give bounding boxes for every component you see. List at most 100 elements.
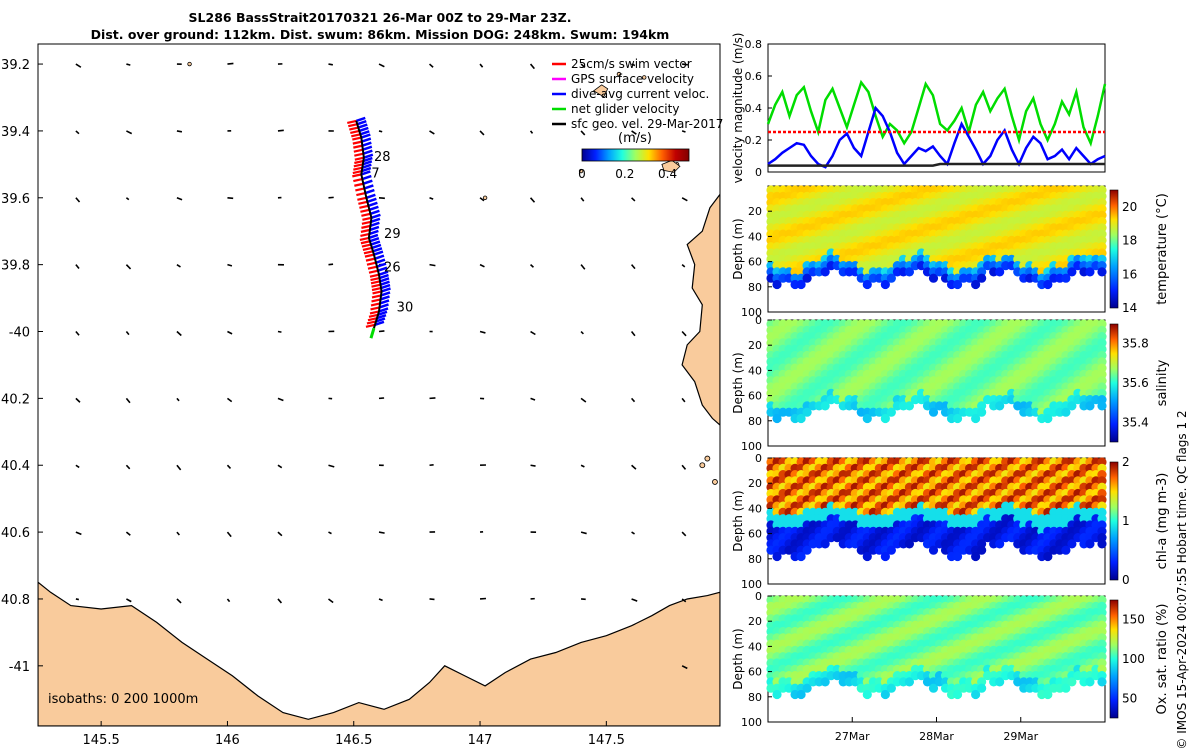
sfc-velocity-arrow xyxy=(75,397,81,403)
sfc-velocity-arrow xyxy=(277,598,283,604)
y-tick-label: 80 xyxy=(748,281,762,294)
sfc-velocity-arrow xyxy=(75,464,80,469)
heatmap-panel: 0 20 40 60 80 100 Depth (m) 50 100 150 Ox. sat. ra… xyxy=(731,590,1170,729)
heatmap-cell xyxy=(1097,216,1107,227)
sfc-velocity-arrow xyxy=(176,397,180,402)
sfc-velocity-arrow xyxy=(277,531,283,537)
heatmap-cell xyxy=(802,273,812,283)
heatmap-cell xyxy=(1097,595,1107,605)
heatmap-cell xyxy=(995,677,1005,687)
heatmap-cell xyxy=(1061,407,1071,417)
current-vector xyxy=(355,116,366,123)
heatmap-cell xyxy=(1085,677,1095,687)
heatmap-cell xyxy=(928,683,939,693)
depth-ylabel: Depth (m) xyxy=(731,352,745,413)
colorbar-label: chl-a (mg m-3) xyxy=(1155,473,1170,570)
sfc-velocity-arrow xyxy=(429,197,434,200)
swim-vector xyxy=(359,236,370,241)
swim-vector xyxy=(354,182,364,187)
swim-vector xyxy=(368,269,379,274)
current-vector xyxy=(378,270,389,276)
heatmap-cell xyxy=(1097,608,1107,618)
legend-label: net glider velocity xyxy=(571,102,679,116)
heatmap-cell xyxy=(1097,514,1107,524)
islet xyxy=(482,195,488,200)
sfc-velocity-arrow xyxy=(176,464,182,471)
heatmap-cell xyxy=(1097,242,1107,252)
y-tick-label: 40 xyxy=(748,502,762,515)
swim-vector xyxy=(352,136,362,141)
swim-vector xyxy=(363,250,374,255)
current-vector xyxy=(361,163,372,169)
heatmap-cell xyxy=(1097,235,1107,245)
current-vector xyxy=(363,153,374,159)
sfc-velocity-arrow xyxy=(429,263,436,267)
y-tick-label: 20 xyxy=(748,339,762,352)
heatmap-cell xyxy=(1097,325,1107,335)
current-vector xyxy=(380,291,391,297)
heatmap-cell xyxy=(971,413,981,424)
heatmap-cell xyxy=(1097,229,1107,239)
heatmap-cell xyxy=(1097,652,1107,662)
heatmap-cell xyxy=(772,551,782,562)
sfc-velocity-arrow xyxy=(176,263,181,268)
heatmap-cell xyxy=(1043,279,1053,290)
heatmap-cell xyxy=(880,279,890,290)
colorbar-label: salinity xyxy=(1155,359,1170,406)
y-tick-label: -40 xyxy=(9,326,30,341)
heatmap-cell xyxy=(1061,683,1071,693)
sfc-velocity-arrow xyxy=(227,196,234,200)
current-vector xyxy=(362,145,373,151)
heatmap-cell xyxy=(1097,319,1107,329)
sfc-velocity-arrow xyxy=(176,531,180,536)
heatmap-cell xyxy=(1097,633,1107,643)
x-tick-label: 147 xyxy=(468,733,493,748)
sfc-velocity-arrow xyxy=(631,531,635,535)
sfc-velocity-arrow xyxy=(75,63,82,68)
swim-vector xyxy=(361,243,372,248)
current-vector xyxy=(374,254,385,260)
heatmap-cell xyxy=(904,401,915,411)
heatmap-cell xyxy=(862,551,872,562)
sfc-velocity-arrow xyxy=(176,330,182,337)
heatmap-cell xyxy=(886,545,896,555)
heatmap-cell xyxy=(1097,620,1107,630)
heatmap-cell xyxy=(1097,677,1107,687)
sfc-velocity-arrow xyxy=(681,598,687,603)
swim-vector xyxy=(362,246,373,252)
heatmap-cell xyxy=(796,689,806,700)
swim-vector xyxy=(353,163,364,168)
sfc-velocity-arrow xyxy=(631,197,636,202)
x-tick-label: 147.5 xyxy=(588,733,625,748)
sfc-velocity-arrow xyxy=(631,598,638,602)
heatmap-cell xyxy=(880,413,890,424)
swim-vector xyxy=(361,212,371,217)
swim-vector xyxy=(352,169,363,175)
sfc-velocity-arrow xyxy=(580,330,584,335)
heatmap-cell xyxy=(952,279,963,290)
heatmap-cell xyxy=(1097,401,1107,411)
heatmap-cell xyxy=(952,413,963,424)
legend-label: dive-avg current veloc. xyxy=(571,87,709,101)
current-vector xyxy=(362,156,373,163)
heatmap-cell xyxy=(1097,198,1107,208)
swim-vector xyxy=(354,159,364,165)
time-tick-label: 29Mar xyxy=(1003,730,1038,743)
heatmap-cell xyxy=(977,683,987,693)
islet xyxy=(642,75,647,80)
heatmap-cell xyxy=(1097,363,1107,373)
current-vector xyxy=(373,250,384,256)
sfc-velocity-arrow xyxy=(580,197,585,202)
current-vector xyxy=(364,188,375,195)
swim-vector xyxy=(365,323,376,328)
sfc-velocity-arrow xyxy=(277,464,283,469)
sfc-velocity-arrow xyxy=(226,598,231,603)
y-tick-label: 0.2 xyxy=(745,134,763,147)
y-tick-label: -41 xyxy=(9,660,30,675)
y-tick-label: 60 xyxy=(748,528,762,541)
sfc-velocity-arrow xyxy=(630,264,636,270)
heatmap-cell xyxy=(1097,338,1107,348)
current-vector xyxy=(371,243,382,250)
sfc-velocity-arrow xyxy=(580,464,585,468)
current-vector xyxy=(379,277,390,283)
